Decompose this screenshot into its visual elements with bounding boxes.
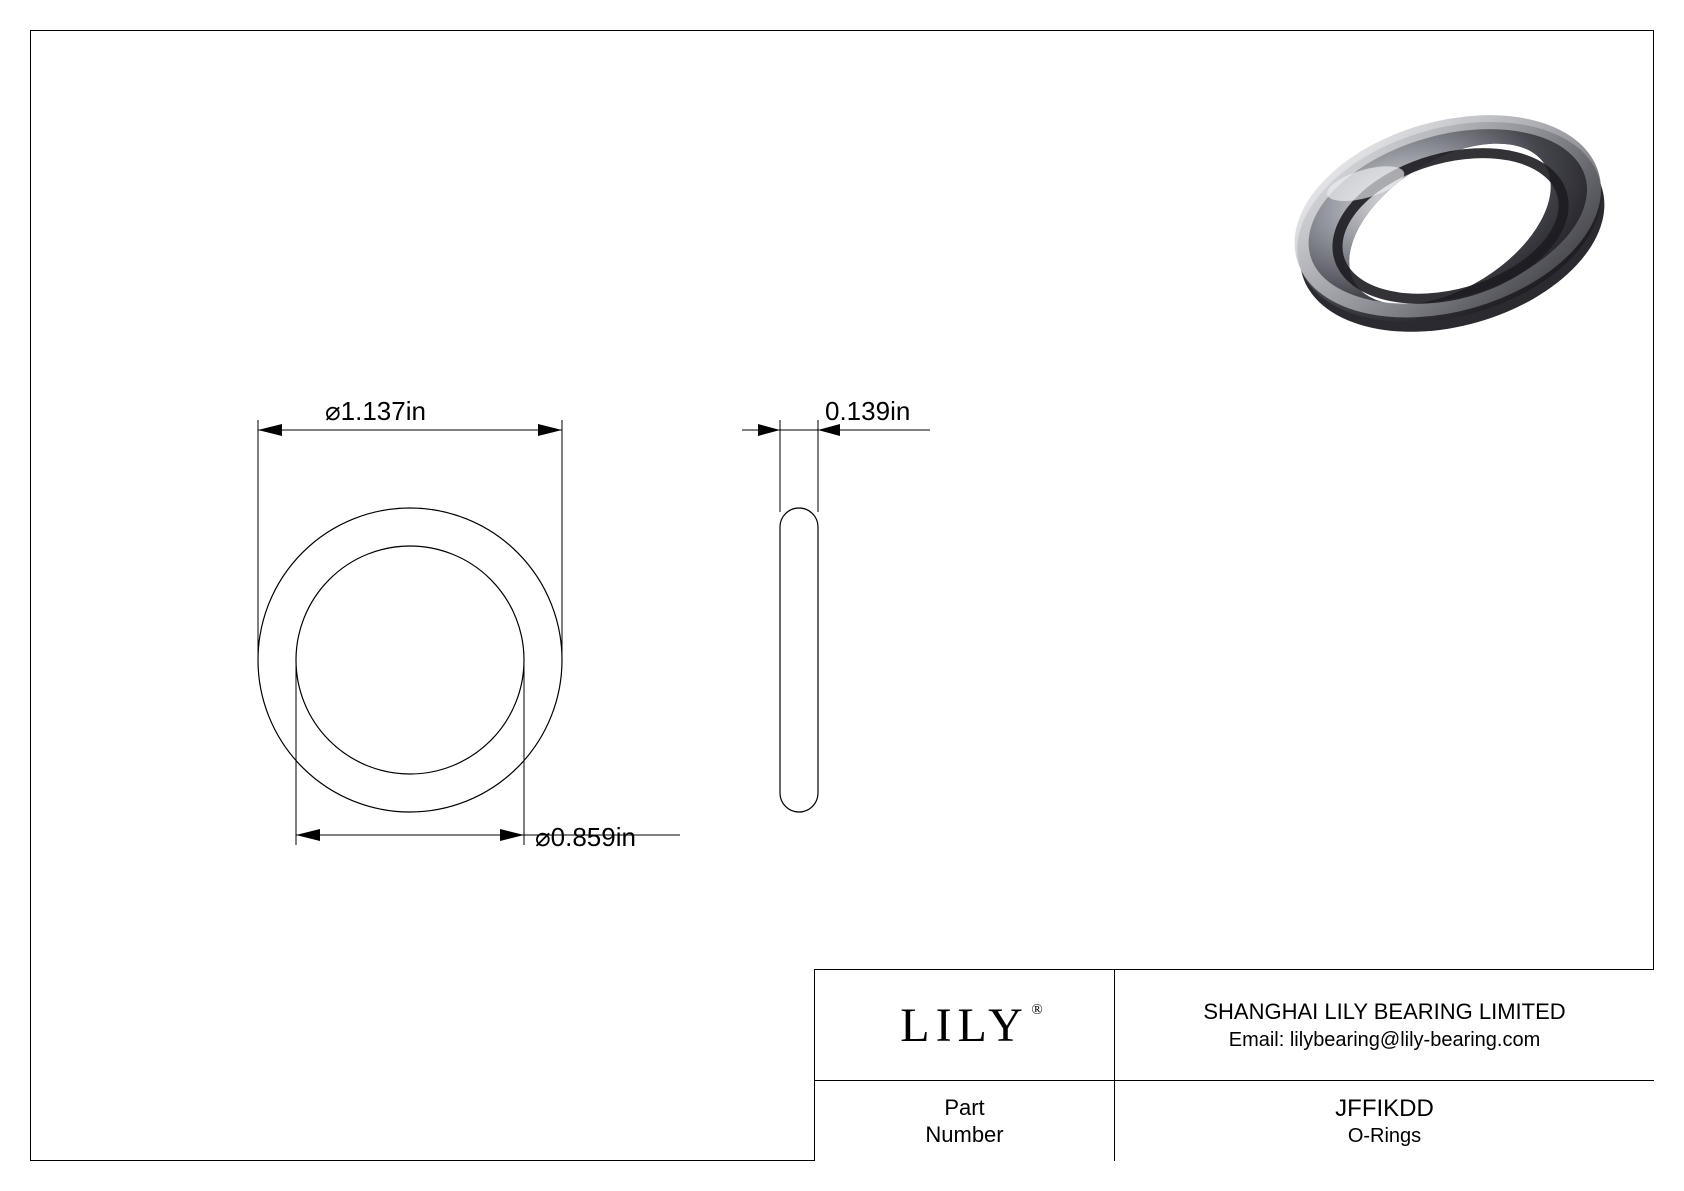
logo-cell: LILY ® xyxy=(815,970,1115,1080)
part-number: JFFIKDD xyxy=(1335,1095,1434,1123)
logo-text: LILY ® xyxy=(900,998,1028,1053)
title-block-row-1: LILY ® SHANGHAI LILY BEARING LIMITED Ema… xyxy=(815,970,1654,1081)
company-info-cell: SHANGHAI LILY BEARING LIMITED Email: lil… xyxy=(1115,970,1654,1080)
thickness-label: 0.139in xyxy=(825,396,910,427)
part-type: O-Rings xyxy=(1348,1125,1421,1148)
company-email: Email: lilybearing@lily-bearing.com xyxy=(1229,1029,1541,1052)
logo-label: LILY xyxy=(900,999,1028,1052)
part-number-value-cell: JFFIKDD O-Rings xyxy=(1115,1081,1654,1161)
part-number-label-2: Number xyxy=(925,1121,1003,1149)
title-block-row-2: Part Number JFFIKDD O-Rings xyxy=(815,1081,1654,1161)
title-block: LILY ® SHANGHAI LILY BEARING LIMITED Ema… xyxy=(814,969,1654,1161)
isometric-ring xyxy=(1270,76,1630,366)
registered-symbol: ® xyxy=(1031,1002,1048,1019)
part-number-label-cell: Part Number xyxy=(815,1081,1115,1161)
part-number-label-1: Part xyxy=(944,1094,984,1122)
company-name: SHANGHAI LILY BEARING LIMITED xyxy=(1203,999,1565,1025)
